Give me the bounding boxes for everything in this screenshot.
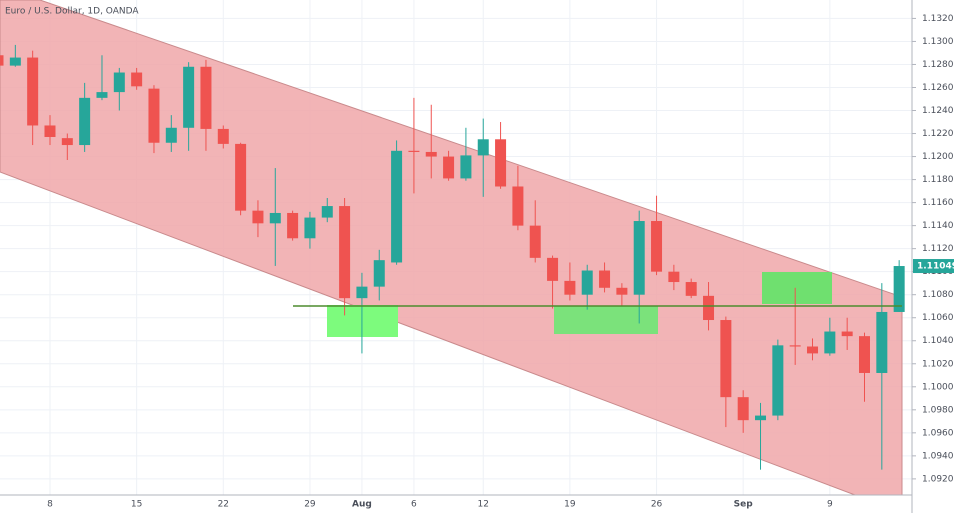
y-tick-label: 1.10600 — [922, 313, 954, 323]
candle-body — [651, 221, 663, 272]
y-tick-label: 1.09800 — [922, 405, 954, 415]
y-tick-label: 1.10800 — [922, 290, 954, 300]
y-tick-label: 1.12600 — [922, 83, 954, 93]
x-tick-label: Sep — [734, 500, 754, 510]
candle-body — [321, 206, 333, 218]
y-tick-label: 1.11800 — [922, 175, 954, 185]
x-tick-label: 29 — [304, 500, 316, 510]
price-axis — [912, 0, 954, 513]
candle-body — [408, 150, 420, 152]
candle-body — [737, 397, 749, 421]
candle-body — [495, 139, 507, 187]
zone-box — [327, 305, 398, 337]
y-tick-label: 1.09400 — [922, 451, 954, 461]
candle-body — [391, 150, 403, 263]
last-price-tag — [913, 259, 954, 274]
candle-body — [183, 66, 195, 128]
x-tick-label: 9 — [827, 500, 833, 510]
candle-body — [529, 225, 541, 258]
candle-body — [477, 139, 489, 156]
y-tick-label: 1.10200 — [922, 359, 954, 369]
candle-body — [824, 331, 836, 354]
candle-body — [460, 155, 472, 179]
candle-body — [893, 266, 905, 312]
candle-body — [287, 212, 299, 239]
candle-body — [685, 282, 697, 296]
x-tick-label: 15 — [131, 500, 142, 510]
x-tick-label: 26 — [651, 500, 663, 510]
time-axis — [0, 495, 912, 513]
candle-body — [113, 72, 125, 93]
candle-body — [96, 92, 108, 98]
y-tick-label: 1.09200 — [922, 474, 954, 484]
y-tick-label: 1.13000 — [922, 37, 954, 47]
candle-body — [703, 295, 715, 321]
x-tick-label: 12 — [478, 500, 489, 510]
candle-body — [356, 286, 368, 299]
candle-body — [27, 57, 39, 126]
candle-body — [148, 88, 160, 143]
candle-body — [512, 186, 524, 226]
zone-box — [554, 306, 658, 334]
candle-body — [373, 260, 385, 287]
candle-body — [720, 320, 732, 398]
y-tick-label: 1.12800 — [922, 60, 954, 70]
candle-body — [235, 143, 247, 211]
y-tick-label: 1.10400 — [922, 336, 954, 346]
candle-body — [547, 257, 559, 281]
y-tick-label: 1.13200 — [922, 14, 954, 24]
y-tick-label: 1.11600 — [922, 198, 954, 208]
labels: 1.09200 1.09400 1.09600 1.09800 1.10000 1.102… — [47, 14, 954, 510]
x-tick-label: 19 — [564, 500, 576, 510]
chart-title: Euro / U.S. Dollar, 1D, OANDA — [5, 7, 139, 17]
candle-body — [633, 221, 645, 295]
zone-box — [762, 272, 832, 304]
y-tick-label: 1.12000 — [922, 152, 954, 162]
candle-body — [876, 311, 888, 373]
y-tick-label: 1.12200 — [922, 129, 954, 139]
candle-body — [304, 217, 316, 239]
candle-body — [616, 287, 628, 295]
candle-body — [668, 271, 680, 283]
x-tick-label: 8 — [47, 500, 53, 510]
candle-body — [79, 97, 91, 146]
y-tick-label: 1.10000 — [922, 382, 954, 392]
candle-body — [44, 125, 56, 137]
candle-body — [789, 345, 801, 347]
candle-body — [564, 280, 576, 295]
candles — [0, 44, 905, 470]
last-price-label: 1.11049 — [917, 262, 954, 272]
candle-body — [9, 57, 21, 66]
candle-body — [339, 206, 351, 299]
candle-body — [859, 336, 870, 373]
y-tick-label: 1.11400 — [922, 221, 954, 231]
candle-body — [425, 151, 437, 157]
y-tick-label: 1.09600 — [922, 428, 954, 438]
candle-body — [599, 270, 611, 288]
candle-body — [269, 212, 281, 224]
candle-body — [841, 331, 853, 337]
candle-body — [581, 270, 593, 295]
candle-body — [252, 210, 264, 224]
y-tick-label: 1.12400 — [922, 106, 954, 116]
candle-body — [772, 345, 784, 416]
candle-body — [443, 156, 455, 179]
y-tick-label: 1.11200 — [922, 244, 954, 254]
x-tick-label: 22 — [218, 500, 229, 510]
candle-body — [200, 66, 212, 129]
candle-body — [0, 55, 4, 66]
candle-body — [807, 346, 819, 354]
candle-body — [755, 415, 767, 421]
candle-body — [61, 138, 73, 146]
x-tick-label: Aug — [352, 500, 372, 510]
x-tick-label: 6 — [411, 500, 417, 510]
candle-body — [131, 72, 143, 87]
candle-body — [217, 128, 229, 144]
candle-body — [165, 127, 177, 143]
